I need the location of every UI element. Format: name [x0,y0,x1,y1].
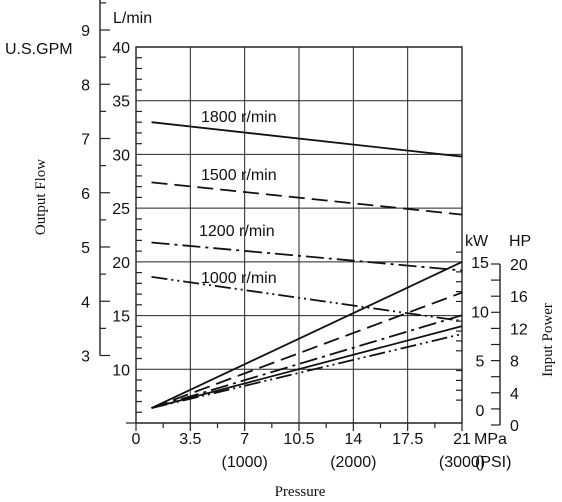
x-mpa-tick-label: 14 [344,431,362,448]
lmin-tick-label: 25 [112,201,130,218]
kw-tick-label: 0 [476,403,485,420]
power-line-2 [151,291,463,409]
y-unit-kw: kW [465,233,489,250]
y-unit-lmin: L/min [113,10,152,27]
y-axis-title-left: Output Flow [33,159,49,235]
hp-tick-label: 12 [510,321,528,338]
hp-tick-label: 0 [510,418,519,435]
x-psi-tick-label: (1000) [222,454,268,471]
lmin-tick-label: 15 [112,309,130,326]
x-mpa-tick-label: 17.5 [392,431,423,448]
power-line-3 [151,314,463,409]
hp-tick-label: 8 [510,354,519,371]
x-mpa-tick-label: 7 [240,431,249,448]
hp-tick-label: 16 [510,289,528,306]
x-mpa-tick-label: 10.5 [283,431,314,448]
grid-lines [136,47,462,423]
x-psi-tick-label: (2000) [330,454,376,471]
gpm-tick-label: 8 [81,77,90,94]
flow-line-1000 [151,276,463,322]
gpm-tick-label: 9 [81,23,90,40]
lmin-tick-label: 35 [112,94,130,111]
flow-line-1200 [151,241,463,272]
flow-line-label: 1500 r/min [201,167,277,184]
lmin-tick-label: 40 [112,40,130,57]
kw-tick-label: 15 [471,255,489,272]
kw-tick-label: 5 [476,354,485,371]
hp-tick-label: 20 [510,257,528,274]
flow-line-label: 1200 r/min [199,223,275,240]
x-unit-psi: (PSI) [475,454,511,471]
hp-tick-label: 4 [510,386,519,403]
axes [99,0,501,431]
y-unit-gpm: U.S.GPM [5,41,73,58]
flow-line-label: 1000 r/min [201,270,277,287]
gpm-tick-label: 7 [81,132,90,149]
flow-line-label: 1800 r/min [201,109,277,126]
y-unit-hp: HP [509,233,531,250]
x-mpa-tick-label: 3.5 [179,431,201,448]
x-mpa-tick-label: 0 [132,431,141,448]
y-axis-title-right: Input Power [540,303,556,377]
gpm-tick-label: 4 [81,294,90,311]
power-line-4 [151,325,463,409]
kw-tick-label: 10 [471,304,489,321]
power-line-1 [151,261,463,409]
x-mpa-tick-label: 21 [453,431,471,448]
lmin-tick-label: 30 [112,147,130,164]
labels: 1800 r/min 1500 r/min 1200 r/min 1000 r/min… [5,10,556,500]
gpm-tick-label: 6 [81,186,90,203]
lmin-tick-label: 20 [112,255,130,272]
x-axis-title: Pressure [275,484,326,500]
x-unit-mpa: MPa [474,431,507,448]
gpm-tick-label: 3 [81,349,90,366]
flow-line-1500 [151,181,463,216]
flow-line-1800 [151,121,463,158]
gpm-tick-label: 5 [81,240,90,257]
lmin-tick-label: 10 [112,362,130,379]
power-line-5 [151,333,463,409]
data-series [151,121,463,409]
x-psi-tick-label: (3000) [439,454,485,471]
